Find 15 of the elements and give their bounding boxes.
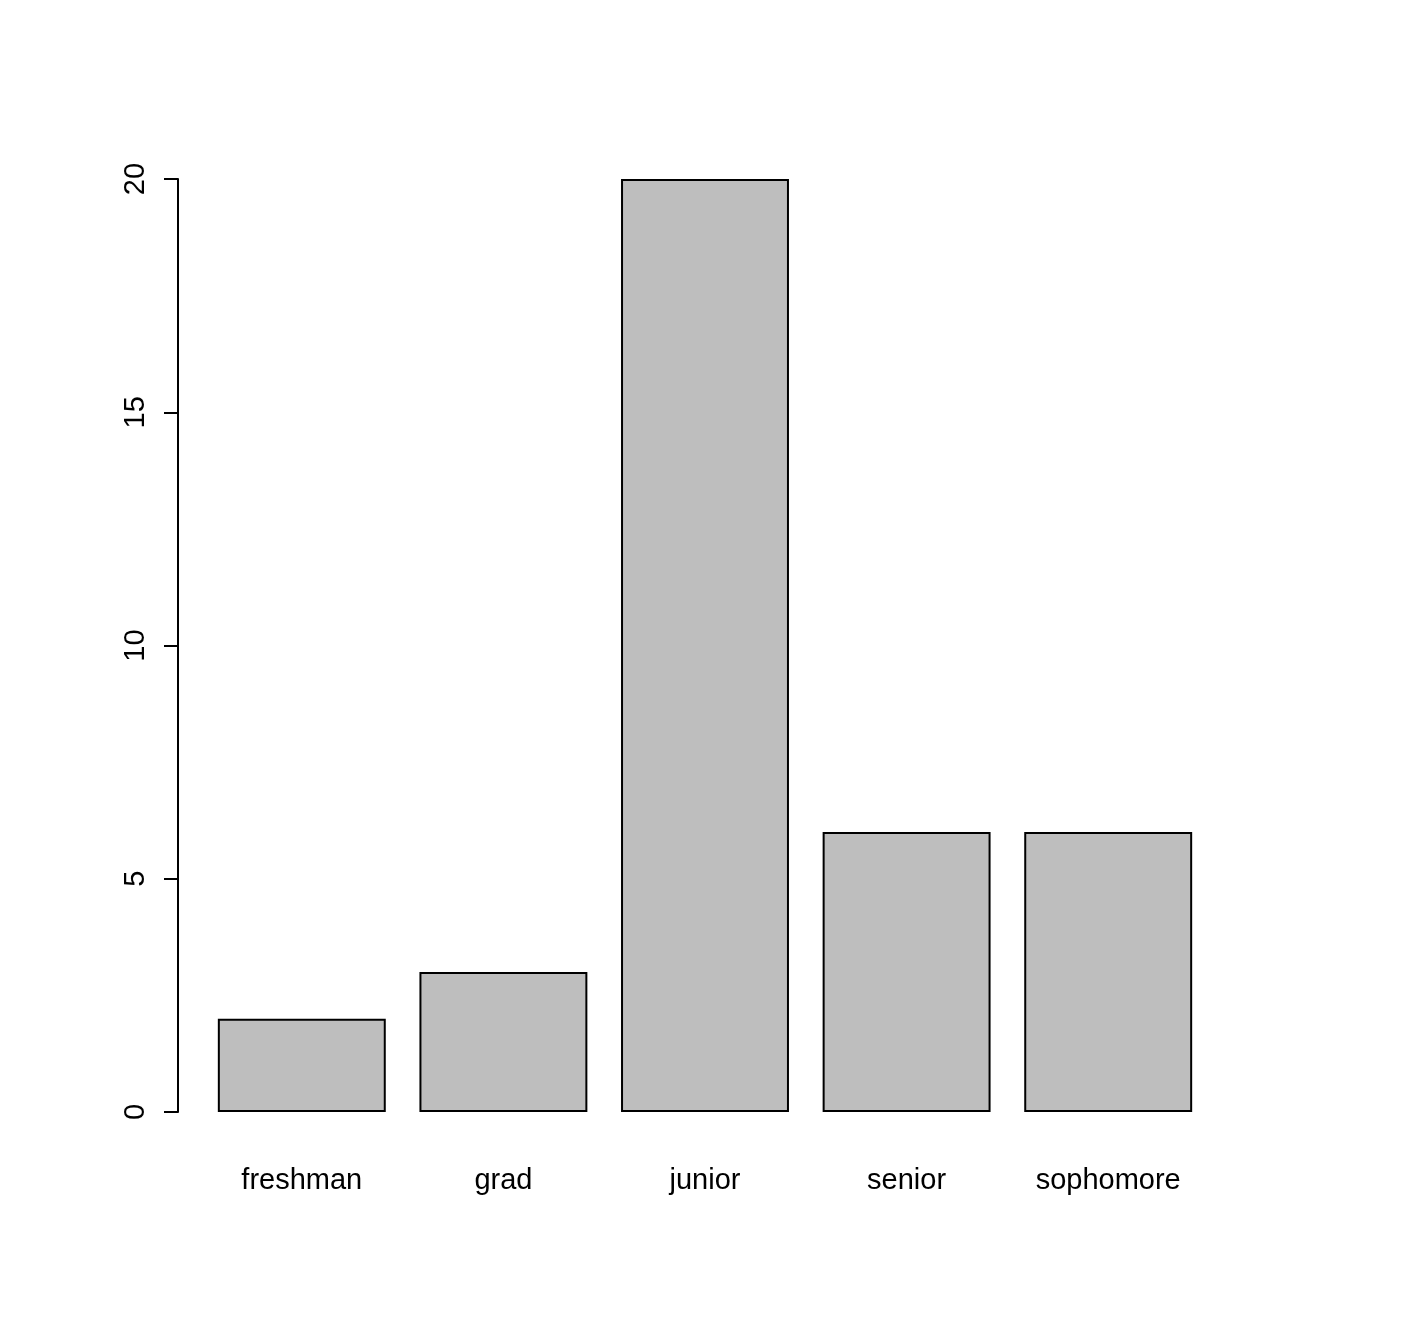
x-tick-label: grad xyxy=(474,1162,533,1195)
x-tick-label: junior xyxy=(668,1162,741,1195)
y-tick-label: 15 xyxy=(117,396,150,429)
bar xyxy=(822,832,991,1112)
x-tick-label: sophomore xyxy=(1035,1162,1181,1195)
bar xyxy=(419,972,588,1112)
bar xyxy=(621,179,789,1112)
y-tick-label: 0 xyxy=(117,1103,150,1121)
y-tick-label: 10 xyxy=(117,629,150,662)
bar xyxy=(217,1018,386,1112)
y-tick-label: 20 xyxy=(117,162,150,196)
bar xyxy=(1024,832,1193,1112)
y-tick-label: 5 xyxy=(117,870,150,887)
x-tick-label: freshman xyxy=(241,1162,363,1195)
x-tick-label: senior xyxy=(867,1162,947,1195)
